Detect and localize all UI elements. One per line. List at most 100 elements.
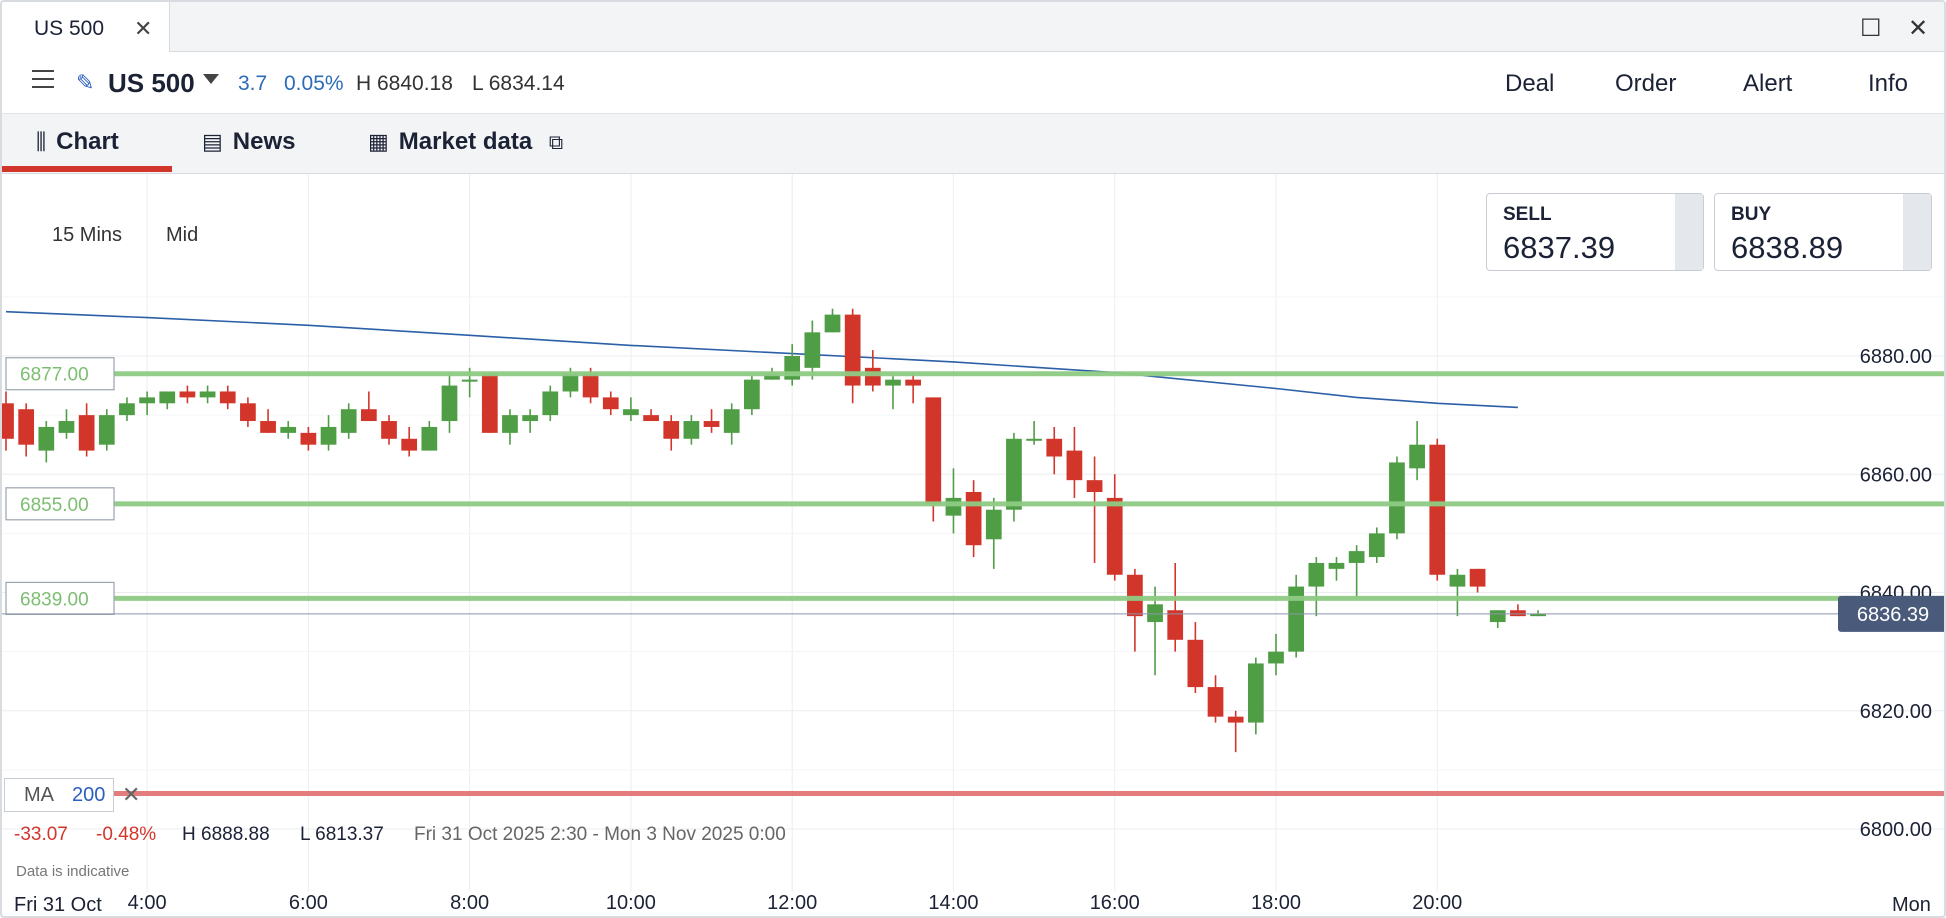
- candle-up[interactable]: [58, 421, 75, 433]
- alert-button[interactable]: Alert: [1743, 70, 1793, 97]
- candle-down[interactable]: [663, 421, 680, 439]
- candle-down[interactable]: [300, 432, 317, 445]
- info-button[interactable]: Info: [1868, 70, 1909, 97]
- candle-up[interactable]: [421, 426, 438, 451]
- candle-up[interactable]: [542, 391, 559, 416]
- candle-up[interactable]: [1409, 444, 1425, 469]
- candle-up[interactable]: [1308, 562, 1325, 587]
- hamburger-menu-icon[interactable]: [32, 70, 54, 88]
- price-type-selector[interactable]: Mid: [166, 224, 199, 246]
- candle-down[interactable]: [864, 367, 881, 386]
- sell-button[interactable]: SELL 6837.39: [1486, 193, 1704, 271]
- candle-up[interactable]: [1449, 574, 1466, 587]
- pencil-icon[interactable]: ✎: [76, 70, 95, 95]
- candle-down[interactable]: [78, 415, 95, 451]
- candle-up[interactable]: [340, 409, 357, 433]
- candle-down[interactable]: [1429, 444, 1446, 575]
- candle-up[interactable]: [1389, 462, 1405, 534]
- candle-down[interactable]: [240, 403, 256, 422]
- instrument-name[interactable]: US 500: [108, 68, 195, 98]
- candle-up[interactable]: [320, 426, 337, 445]
- chart-canvas[interactable]: 6877.006855.006839.006800.006820.006840.…: [2, 174, 1946, 918]
- candle-down[interactable]: [381, 421, 397, 439]
- candle-down[interactable]: [1227, 716, 1244, 723]
- candle-down[interactable]: [965, 491, 982, 546]
- candle-up[interactable]: [623, 409, 639, 416]
- candle-up[interactable]: [1147, 604, 1163, 623]
- candle-up[interactable]: [885, 379, 901, 386]
- candle-up[interactable]: [1368, 533, 1385, 558]
- tab-news[interactable]: ▤ News: [202, 128, 296, 156]
- candle-down[interactable]: [1127, 574, 1143, 617]
- candle-up[interactable]: [723, 409, 740, 433]
- candle-down[interactable]: [643, 415, 659, 422]
- candle-up[interactable]: [1328, 562, 1345, 569]
- buy-button[interactable]: BUY 6838.89: [1714, 193, 1932, 271]
- candle-up[interactable]: [38, 426, 55, 451]
- candle-up[interactable]: [744, 379, 760, 410]
- instrument-tab[interactable]: US 500 ✕: [2, 2, 170, 52]
- candle-down[interactable]: [18, 409, 35, 445]
- price-level-box[interactable]: [5, 357, 115, 391]
- candle-down[interactable]: [2, 403, 14, 439]
- tab-chart[interactable]: ⫼ Chart: [36, 128, 119, 156]
- candle-down[interactable]: [481, 373, 498, 433]
- candle-down[interactable]: [844, 314, 861, 386]
- candle-down[interactable]: [1187, 639, 1204, 688]
- maximize-icon[interactable]: ☐: [1860, 15, 1882, 42]
- candle-up[interactable]: [824, 314, 841, 333]
- candle-up[interactable]: [764, 373, 780, 380]
- candle-up[interactable]: [1006, 438, 1022, 510]
- candle-up[interactable]: [159, 391, 176, 404]
- candle-up[interactable]: [985, 509, 1002, 540]
- candle-up[interactable]: [98, 415, 115, 445]
- candle-down[interactable]: [260, 421, 276, 433]
- price-level-box[interactable]: [5, 581, 115, 616]
- candle-up[interactable]: [502, 415, 518, 433]
- candle-up[interactable]: [119, 403, 135, 416]
- candle-down[interactable]: [703, 421, 720, 427]
- order-button[interactable]: Order: [1615, 70, 1677, 97]
- candle-down[interactable]: [602, 397, 619, 410]
- tab-market-data[interactable]: ▦ Market data ⧉: [368, 128, 563, 156]
- candle-down[interactable]: [1066, 450, 1083, 481]
- candle-down[interactable]: [1106, 497, 1123, 575]
- candle-down[interactable]: [1046, 438, 1063, 457]
- remove-ma-icon[interactable]: ✕: [122, 782, 141, 807]
- candle-down[interactable]: [1167, 610, 1184, 640]
- candle-down[interactable]: [401, 438, 418, 451]
- candle-up[interactable]: [1026, 438, 1042, 441]
- candle-down[interactable]: [1086, 480, 1103, 492]
- candle-down[interactable]: [905, 379, 922, 386]
- price-chart[interactable]: 6877.00 6855.00 6839.00 6800.00 6820.00 6840.…: [2, 174, 1946, 918]
- candle-up[interactable]: [1268, 651, 1284, 664]
- candle-down[interactable]: [179, 391, 196, 398]
- candle-up[interactable]: [1288, 586, 1305, 652]
- candle-up[interactable]: [139, 397, 155, 404]
- candle-up[interactable]: [683, 421, 700, 439]
- candle-down[interactable]: [925, 397, 942, 504]
- close-window-icon[interactable]: ✕: [1908, 15, 1929, 42]
- candle-down[interactable]: [219, 391, 236, 404]
- close-tab-icon[interactable]: ✕: [134, 16, 153, 41]
- chevron-down-icon[interactable]: [203, 74, 219, 84]
- candle-up[interactable]: [1489, 610, 1506, 623]
- candle-up[interactable]: [280, 426, 297, 433]
- candle-up[interactable]: [562, 373, 579, 392]
- candle-up[interactable]: [522, 415, 538, 422]
- candle-up[interactable]: [441, 385, 458, 422]
- candle-up[interactable]: [461, 379, 478, 382]
- ma-period[interactable]: 200: [72, 784, 106, 806]
- price-level-box[interactable]: [5, 487, 115, 521]
- candle-up[interactable]: [199, 391, 216, 398]
- candle-up[interactable]: [945, 497, 962, 516]
- candle-down[interactable]: [1469, 568, 1486, 587]
- candle-down[interactable]: [1207, 687, 1224, 717]
- timeframe-selector[interactable]: 15 Mins: [52, 224, 123, 246]
- candle-up[interactable]: [1247, 663, 1264, 723]
- candle-up[interactable]: [1348, 551, 1365, 563]
- candle-up[interactable]: [804, 332, 821, 368]
- candle-down[interactable]: [360, 409, 377, 422]
- deal-button[interactable]: Deal: [1505, 70, 1555, 97]
- candle-up[interactable]: [1530, 613, 1546, 617]
